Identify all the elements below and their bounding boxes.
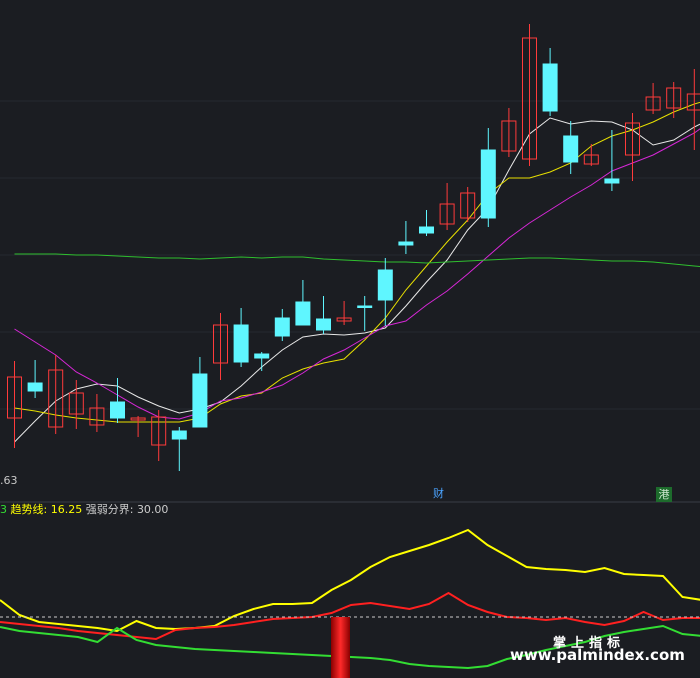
candle-body xyxy=(522,37,537,160)
candle-body xyxy=(151,416,167,446)
event-marker-gang[interactable]: 港 xyxy=(656,487,672,502)
candle xyxy=(192,357,208,428)
candle-body xyxy=(254,353,270,359)
candle-body xyxy=(377,269,393,301)
candle-body xyxy=(645,96,661,111)
indicator-line-1 xyxy=(0,591,700,641)
ma-line-green xyxy=(14,253,700,268)
candle xyxy=(110,378,125,423)
candle-body xyxy=(192,373,208,428)
candle-body xyxy=(274,317,290,337)
candle-body xyxy=(48,369,64,428)
candle-body xyxy=(295,301,311,326)
ma-line-magenta xyxy=(14,128,700,420)
candle-body xyxy=(357,305,373,308)
candle-body xyxy=(7,376,22,419)
candle-body xyxy=(686,93,700,111)
candle xyxy=(233,308,249,367)
candle xyxy=(130,416,146,437)
candle-body xyxy=(27,382,43,392)
candle xyxy=(439,183,455,230)
price-axis-label: .63 xyxy=(0,474,18,487)
candle xyxy=(336,301,352,325)
candle-body xyxy=(501,120,517,152)
candle-body xyxy=(604,178,620,184)
legend-prefix: 3 xyxy=(0,503,7,516)
candle xyxy=(542,48,558,116)
candle xyxy=(625,113,640,181)
candle-body xyxy=(68,392,84,415)
legend-bound-label: 强弱分界: xyxy=(85,503,134,516)
candle-body xyxy=(419,226,434,234)
watermark-cn: 掌上指标 xyxy=(553,636,626,651)
candle xyxy=(583,144,599,166)
candle xyxy=(666,82,682,118)
candle-body xyxy=(213,324,228,364)
indicator-line-2 xyxy=(0,624,700,670)
candle-body xyxy=(563,135,579,163)
candle xyxy=(68,380,84,429)
candle xyxy=(171,427,187,471)
candle-body xyxy=(316,318,331,331)
candle xyxy=(213,313,228,380)
candle-body xyxy=(439,203,455,225)
candle-body xyxy=(625,122,640,156)
candle xyxy=(151,410,167,461)
candle xyxy=(48,355,64,434)
indicator-legend: 3 趋势线: 16.25 强弱分界: 30.00 xyxy=(0,502,168,518)
candle-body xyxy=(583,154,599,165)
candle-body xyxy=(480,149,496,219)
candle xyxy=(419,210,434,236)
candle xyxy=(604,130,620,191)
candle xyxy=(274,309,290,341)
legend-bound-value: 30.00 xyxy=(136,503,169,516)
candle xyxy=(27,360,43,398)
candle xyxy=(480,128,496,227)
candle xyxy=(501,108,517,157)
candle-body xyxy=(398,241,414,246)
candle xyxy=(398,221,414,254)
candle xyxy=(7,361,22,448)
candle xyxy=(460,187,476,222)
watermark-url: www.palmindex.com xyxy=(510,646,685,664)
candle xyxy=(522,24,537,166)
candle-body xyxy=(542,63,558,112)
candle-body xyxy=(110,401,125,419)
candlestick-series xyxy=(7,24,700,471)
candle xyxy=(686,69,700,150)
legend-trend-value: 16.25 xyxy=(50,503,83,516)
candle-body xyxy=(89,407,105,426)
candle xyxy=(357,296,373,331)
candle-body xyxy=(460,192,476,219)
legend-trend-label: 趋势线: xyxy=(10,503,48,516)
indicator-line-0 xyxy=(0,528,700,633)
candle xyxy=(295,280,311,326)
candle xyxy=(316,296,331,334)
candle-body xyxy=(171,430,187,440)
candle-body xyxy=(666,87,682,109)
event-marker-cai[interactable]: 财 xyxy=(433,487,444,500)
candle xyxy=(563,121,579,174)
candle-body xyxy=(130,417,146,421)
candle xyxy=(645,83,661,114)
indicator-panel xyxy=(0,528,700,678)
candle xyxy=(377,258,393,326)
candle xyxy=(254,352,270,371)
candle-body xyxy=(336,317,352,322)
candle-body xyxy=(233,324,249,363)
candle xyxy=(89,394,105,432)
signal-bar xyxy=(331,617,350,678)
